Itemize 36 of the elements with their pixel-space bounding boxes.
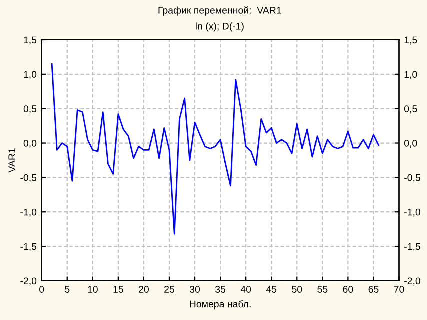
y-tick-label: -1,0: [20, 208, 37, 217]
x-tick-label: 30: [190, 286, 200, 293]
line-series: [51, 63, 380, 235]
chart-title: График переменной: VAR1: [158, 6, 282, 16]
x-tick-label: 50: [292, 286, 302, 293]
x-tick-label: 35: [216, 286, 226, 293]
y-tick-label: 0,5: [24, 106, 37, 114]
x-tick-label: 55: [318, 286, 328, 293]
x-tick-label: 20: [139, 286, 149, 293]
y2-tick-label: -1,0: [404, 208, 420, 217]
y2-tick-label: -1,5: [404, 243, 420, 252]
x-tick-label: 45: [266, 286, 277, 293]
chart-subtitle: ln (x); D(-1): [196, 22, 244, 32]
x-tick-label: 40: [240, 286, 252, 293]
y2-tick-label: 1,5: [404, 36, 418, 45]
x-tick-label: 5: [65, 286, 70, 293]
y2-tick-label: 1,0: [404, 71, 418, 80]
y2-tick-label: 0,0: [404, 140, 418, 148]
x-tick-label: 60: [343, 286, 354, 293]
y2-tick-label: -0,5: [404, 174, 420, 182]
y2-tick-label: -2,0: [404, 278, 420, 286]
y2-tick-label: 0,5: [404, 106, 418, 114]
x-tick-label: 0: [40, 286, 44, 293]
x-tick-label: 10: [88, 286, 98, 293]
x-tick-label: 65: [368, 286, 379, 293]
y-tick-label: 1,5: [24, 36, 37, 45]
x-tick-label: 25: [164, 286, 174, 293]
x-tick-label: 15: [114, 286, 124, 293]
y-tick-label: 0,0: [24, 140, 37, 148]
x-tick-label: 70: [394, 286, 404, 293]
y-tick-label: -2,0: [20, 278, 37, 286]
x-axis-title: Номера набл.: [190, 300, 251, 310]
y-tick-label: -0,5: [20, 174, 37, 182]
y-tick-label: -1,5: [20, 243, 37, 252]
y-tick-label: 1,0: [24, 71, 37, 80]
y-axis-title: VAR1: [8, 148, 16, 173]
